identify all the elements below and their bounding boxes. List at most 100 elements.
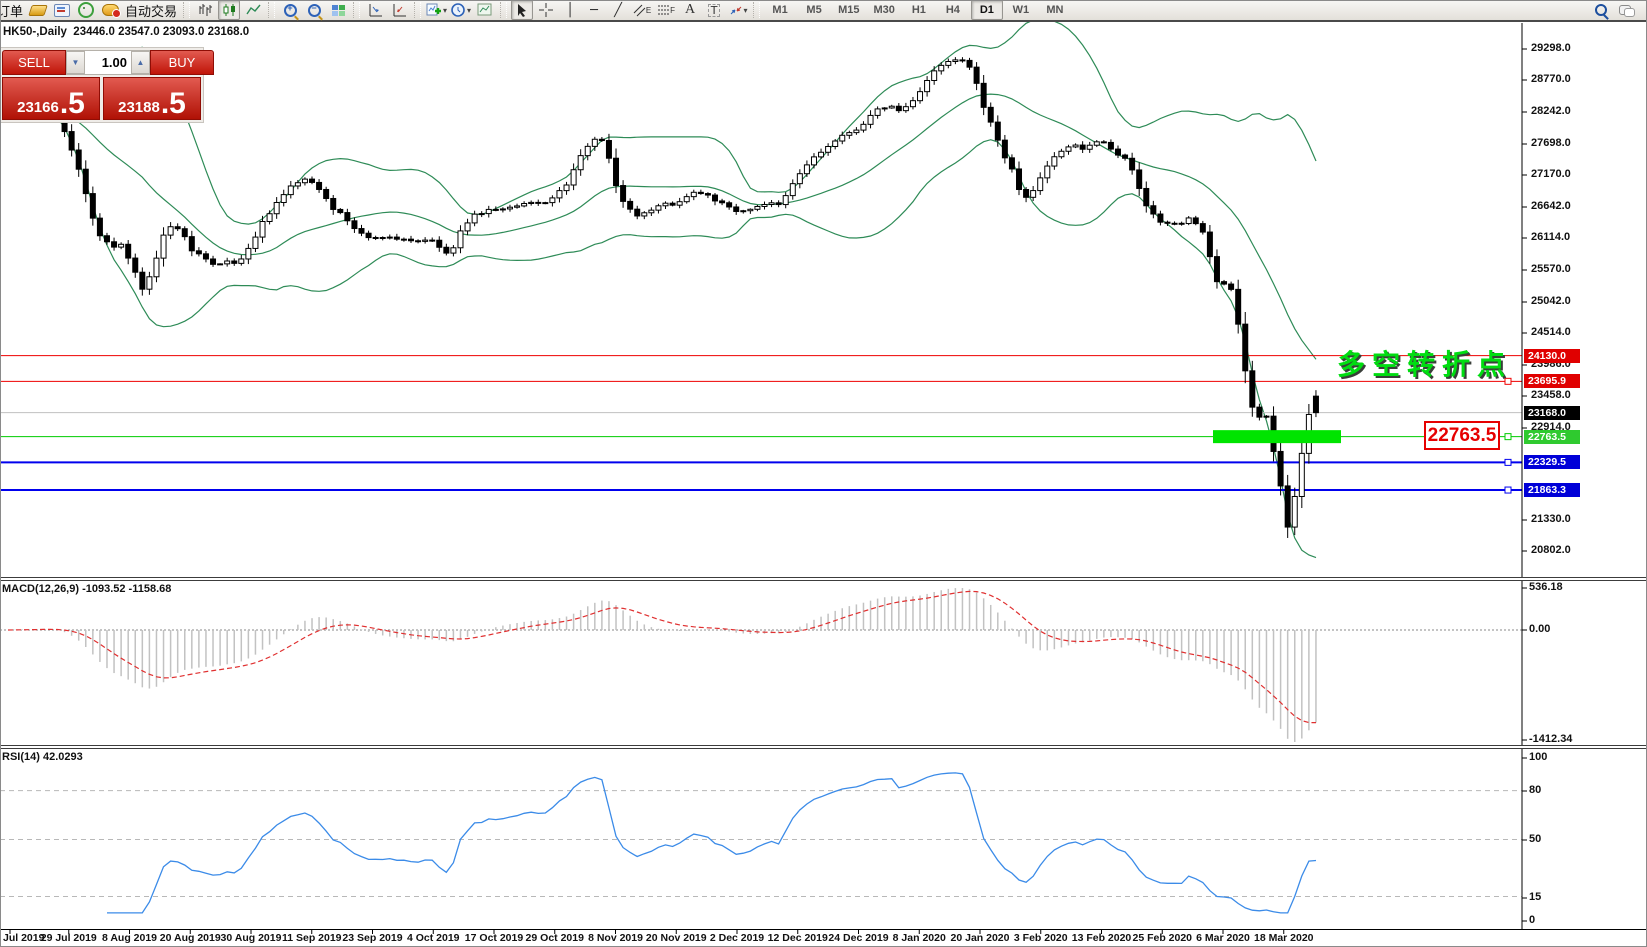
price-tick-26114.0: 26114.0 bbox=[1531, 231, 1571, 243]
crosshair-tool-icon[interactable] bbox=[535, 0, 557, 20]
timeframe-m15[interactable]: M15 bbox=[838, 4, 860, 16]
gold-bar-icon bbox=[28, 4, 48, 16]
sell-price-button[interactable]: 23166 .5 bbox=[2, 77, 100, 120]
one-click-trade-widget: SELL ▼ ▲ BUY 23166 .5 23188 .5 bbox=[0, 47, 214, 123]
gold-metals-icon[interactable] bbox=[27, 1, 49, 20]
timeframe-w1[interactable]: W1 bbox=[1012, 4, 1030, 16]
trendline-tool-icon[interactable]: ╱ bbox=[614, 2, 622, 18]
channel-tool-icon[interactable]: E bbox=[631, 0, 653, 20]
date-label-20-Nov-2019: 20 Nov 2019 bbox=[645, 932, 707, 944]
timeframe-m30[interactable]: M30 bbox=[873, 4, 895, 16]
date-label-11-Sep-2019: 11 Sep 2019 bbox=[281, 932, 342, 944]
step-forward-profile-icon[interactable] bbox=[388, 0, 410, 20]
volume-input[interactable] bbox=[85, 51, 131, 74]
date-label-25-Feb-2020: 25 Feb 2020 bbox=[1132, 932, 1193, 944]
date-label-29-Oct-2019: 29 Oct 2019 bbox=[525, 932, 584, 944]
add-indicator-icon[interactable]: ▾ bbox=[425, 0, 448, 20]
price-tick-27698.0: 27698.0 bbox=[1531, 137, 1571, 149]
bar-chart-type-icon[interactable] bbox=[194, 0, 216, 20]
toolbar-separator bbox=[414, 2, 422, 18]
dropdown-caret-icon: ▾ bbox=[443, 5, 448, 15]
date-label-8-Nov-2019: 8 Nov 2019 bbox=[588, 932, 643, 944]
price-tick-23458.0: 23458.0 bbox=[1531, 389, 1571, 401]
timeframe-h4[interactable]: H4 bbox=[945, 4, 960, 16]
timeframe-m5[interactable]: M5 bbox=[806, 4, 822, 16]
zoom-in-icon[interactable]: + bbox=[279, 0, 301, 20]
price-tick-28242.0: 28242.0 bbox=[1531, 105, 1571, 117]
fibonacci-tool-icon[interactable]: F bbox=[655, 0, 677, 20]
text-label-tool-icon[interactable]: T bbox=[703, 0, 725, 20]
arrows-tool-icon[interactable]: ▾ bbox=[727, 0, 749, 20]
price-tick-27170.0: 27170.0 bbox=[1531, 168, 1571, 180]
main-toolbar: 订单 自动交易 + − ▾ ▾ │ ─ ╱ E F A T ▾ bbox=[0, 0, 1647, 22]
chart-macd-separator[interactable] bbox=[0, 577, 1647, 581]
timeframe-h1[interactable]: H1 bbox=[911, 4, 926, 16]
date-label-8-Jan-2020: 8 Jan 2020 bbox=[892, 932, 946, 944]
vertical-line-tool-icon[interactable]: │ bbox=[566, 2, 574, 18]
rsi-date-separator bbox=[0, 929, 1647, 930]
date-label-24-Dec-2019: 24 Dec 2019 bbox=[828, 932, 889, 944]
macd-rsi-separator[interactable] bbox=[0, 745, 1647, 749]
timeframe-d1[interactable]: D1 bbox=[970, 0, 1003, 20]
line-chart-type-icon[interactable] bbox=[242, 0, 264, 20]
chart-title: HK50-,Daily 23446.0 23547.0 23093.0 2316… bbox=[3, 26, 250, 38]
date-label-20-Jan-2020: 20 Jan 2020 bbox=[950, 932, 1010, 944]
autotrade-button[interactable]: 自动交易 bbox=[125, 3, 178, 19]
candlestick-chart-type-icon[interactable] bbox=[218, 0, 241, 20]
macd-axis-536.18: 536.18 bbox=[1529, 581, 1563, 593]
buy-button[interactable]: BUY bbox=[150, 50, 214, 75]
volume-decrease-button[interactable]: ▼ bbox=[66, 51, 85, 74]
chat-icon[interactable] bbox=[1614, 0, 1636, 20]
buy-price-int: 23188 bbox=[118, 98, 160, 116]
new-order-button[interactable]: 订单 bbox=[0, 3, 24, 19]
date-label-Jul-2019: Jul 2019 bbox=[3, 932, 45, 944]
horizontal-line-tool-icon[interactable]: ─ bbox=[590, 2, 598, 18]
zoom-out-icon[interactable]: − bbox=[303, 0, 325, 20]
rsi-axis-80: 80 bbox=[1529, 784, 1542, 796]
timeframe-m1[interactable]: M1 bbox=[772, 4, 788, 16]
rsi-axis-50: 50 bbox=[1529, 833, 1542, 845]
chart-window-icon[interactable] bbox=[51, 1, 73, 20]
price-badge-24130.0: 24130.0 bbox=[1524, 348, 1580, 363]
price-tick-26642.0: 26642.0 bbox=[1531, 200, 1571, 212]
price-tick-25570.0: 25570.0 bbox=[1531, 263, 1571, 275]
step-back-profile-icon[interactable] bbox=[364, 0, 386, 20]
date-label-20-Aug-2019: 20 Aug 2019 bbox=[159, 932, 221, 944]
buy-price-dec: .5 bbox=[160, 86, 186, 120]
date-label-2-Dec-2019: 2 Dec 2019 bbox=[709, 932, 765, 944]
signal-icon[interactable] bbox=[75, 1, 97, 20]
timeframe-mn[interactable]: MN bbox=[1046, 4, 1064, 16]
price-tick-28770.0: 28770.0 bbox=[1531, 73, 1571, 85]
toolbar-separator bbox=[183, 2, 191, 18]
date-label-23-Sep-2019: 23 Sep 2019 bbox=[342, 932, 403, 944]
dropdown-caret-icon: ▾ bbox=[467, 5, 472, 15]
volume-increase-button[interactable]: ▲ bbox=[131, 51, 150, 74]
buy-price-button[interactable]: 23188 .5 bbox=[103, 77, 201, 120]
date-label-29-Jul-2019: 29 Jul 2019 bbox=[40, 932, 97, 944]
rsi-axis-0: 0 bbox=[1529, 914, 1536, 926]
cursor-tool-icon[interactable] bbox=[511, 0, 534, 20]
price-tick-24514.0: 24514.0 bbox=[1531, 326, 1571, 338]
autotrade-cloud-icon[interactable] bbox=[99, 1, 121, 20]
text-tool-icon[interactable]: A bbox=[685, 2, 696, 17]
toolbar-separator bbox=[500, 2, 508, 18]
macd-axis--1412.34: -1412.34 bbox=[1529, 733, 1573, 745]
chart-properties-icon[interactable] bbox=[474, 0, 496, 20]
price-tick-29298.0: 29298.0 bbox=[1531, 42, 1571, 54]
search-icon[interactable] bbox=[1590, 0, 1612, 20]
macd-label: MACD(12,26,9) -1093.52 -1158.68 bbox=[2, 583, 172, 595]
timeframes-clock-icon[interactable]: ▾ bbox=[450, 0, 472, 20]
date-label-13-Feb-2020: 13 Feb 2020 bbox=[1071, 932, 1132, 944]
rsi-axis-100: 100 bbox=[1529, 751, 1548, 763]
price-badge-21863.3: 21863.3 bbox=[1524, 483, 1580, 498]
macd-axis-0.00: 0.00 bbox=[1529, 623, 1551, 635]
turning-point-annotation: 多空转折点 bbox=[1337, 349, 1513, 380]
toolbar-separator bbox=[753, 2, 761, 18]
tile-windows-icon[interactable] bbox=[327, 0, 349, 20]
date-label-3-Feb-2020: 3 Feb 2020 bbox=[1013, 932, 1068, 944]
date-label-8-Aug-2019: 8 Aug 2019 bbox=[101, 932, 158, 944]
price-level-box: 22763.5 bbox=[1424, 421, 1500, 450]
sell-price-int: 23166 bbox=[17, 98, 59, 116]
sell-button[interactable]: SELL bbox=[2, 50, 66, 75]
